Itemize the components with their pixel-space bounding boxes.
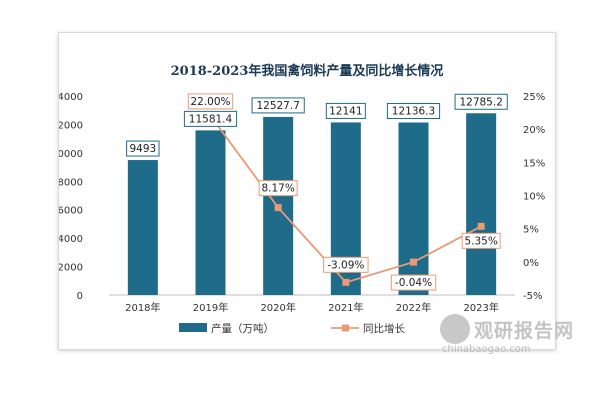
bar-data-label-box xyxy=(386,102,441,119)
watermark-url: chinabaogao.com xyxy=(442,344,531,355)
bar xyxy=(398,122,429,295)
x-tick-label: 2021年 xyxy=(328,301,363,314)
axes-layer: 0 2000 4000 6000 8000 10000 12000 14000 -5% 0% 5% 1… xyxy=(59,92,545,314)
y-right-tick-label: 25% xyxy=(523,92,545,103)
y-left-tick-label: 0 xyxy=(77,291,83,302)
growth-data-label-box xyxy=(461,232,501,249)
growth-data-label-box xyxy=(187,93,234,110)
bars-layer xyxy=(127,113,497,296)
growth-data-label: -3.09% xyxy=(327,259,364,271)
legend-label-bar: 产量（万吨） xyxy=(211,322,274,335)
y-left-tick-label: 2000 xyxy=(59,263,83,274)
bar xyxy=(195,130,226,295)
legend: 产量（万吨） 同比增长 xyxy=(179,322,405,335)
growth-point xyxy=(477,222,485,230)
legend-swatch-bar xyxy=(179,323,207,332)
chart-card: 2018-2023年我国禽饲料产量及同比增长情况 0 2000 4000 6000 80… xyxy=(58,32,556,350)
labels-layer: 9493 11581.4 12527.7 12141 12136.3 12785.2 22.… xyxy=(126,93,508,291)
x-tick-label: 2018年 xyxy=(125,301,160,314)
growth-point xyxy=(274,204,282,212)
x-tick-label: 2020年 xyxy=(260,301,295,314)
growth-data-label: 8.17% xyxy=(261,183,294,195)
bar xyxy=(466,113,497,295)
y-left-tick-label: 10000 xyxy=(59,149,83,160)
bar-data-label: 12785.2 xyxy=(459,96,502,108)
growth-data-label-box xyxy=(323,256,369,273)
y-right-tick-label: 20% xyxy=(523,125,545,136)
x-tick-label: 2019年 xyxy=(193,301,228,314)
legend-swatch-marker xyxy=(342,324,349,332)
growth-data-label-box xyxy=(390,274,437,291)
y-right-tick-label: 5% xyxy=(523,225,539,236)
bar-data-label-box xyxy=(325,102,366,119)
bar xyxy=(127,160,158,295)
bar-data-label: 12141 xyxy=(329,105,362,117)
bar-data-label-box xyxy=(251,97,305,114)
y-right-tick-label: 0% xyxy=(523,258,539,269)
bar-data-label: 11581.4 xyxy=(189,113,233,125)
y-left-tick-label: 4000 xyxy=(59,234,83,245)
y-right-tick-label: -5% xyxy=(523,291,542,302)
y-left-tick-label: 14000 xyxy=(59,92,83,103)
growth-point xyxy=(342,278,350,286)
growth-data-label: 22.00% xyxy=(190,96,230,108)
bar-data-label: 12527.7 xyxy=(256,100,299,112)
growth-data-label: 5.35% xyxy=(464,235,497,247)
legend-label-line: 同比增长 xyxy=(363,322,405,335)
watermark: 观研报告网 chinabaogao.com xyxy=(440,314,590,355)
bar-data-label-box xyxy=(126,140,160,157)
growth-data-label-box xyxy=(258,180,298,197)
growth-data-label: -0.04% xyxy=(395,277,432,289)
watermark-logo-icon xyxy=(440,314,470,344)
y-left-tick-label: 8000 xyxy=(59,177,83,188)
y-left-tick-label: 12000 xyxy=(59,120,83,131)
y-left-tick-label: 6000 xyxy=(59,206,83,217)
watermark-name: 观研报告网 xyxy=(474,320,575,342)
x-tick-label: 2023年 xyxy=(463,301,498,314)
bar-data-label-box xyxy=(183,110,238,127)
x-tick-label: 2022年 xyxy=(396,301,431,314)
y-right-tick-label: 10% xyxy=(523,192,545,203)
y-right-tick-label: 15% xyxy=(523,158,545,169)
growth-point xyxy=(410,258,417,266)
bar-data-label-box xyxy=(454,93,508,110)
bar-data-label: 9493 xyxy=(129,143,156,155)
bar-data-label: 12136.3 xyxy=(392,105,435,117)
chart-title: 2018-2023年我国禽饲料产量及同比增长情况 xyxy=(171,63,444,79)
chart-canvas: 2018-2023年我国禽饲料产量及同比增长情况 0 2000 4000 6000 80… xyxy=(59,63,545,335)
